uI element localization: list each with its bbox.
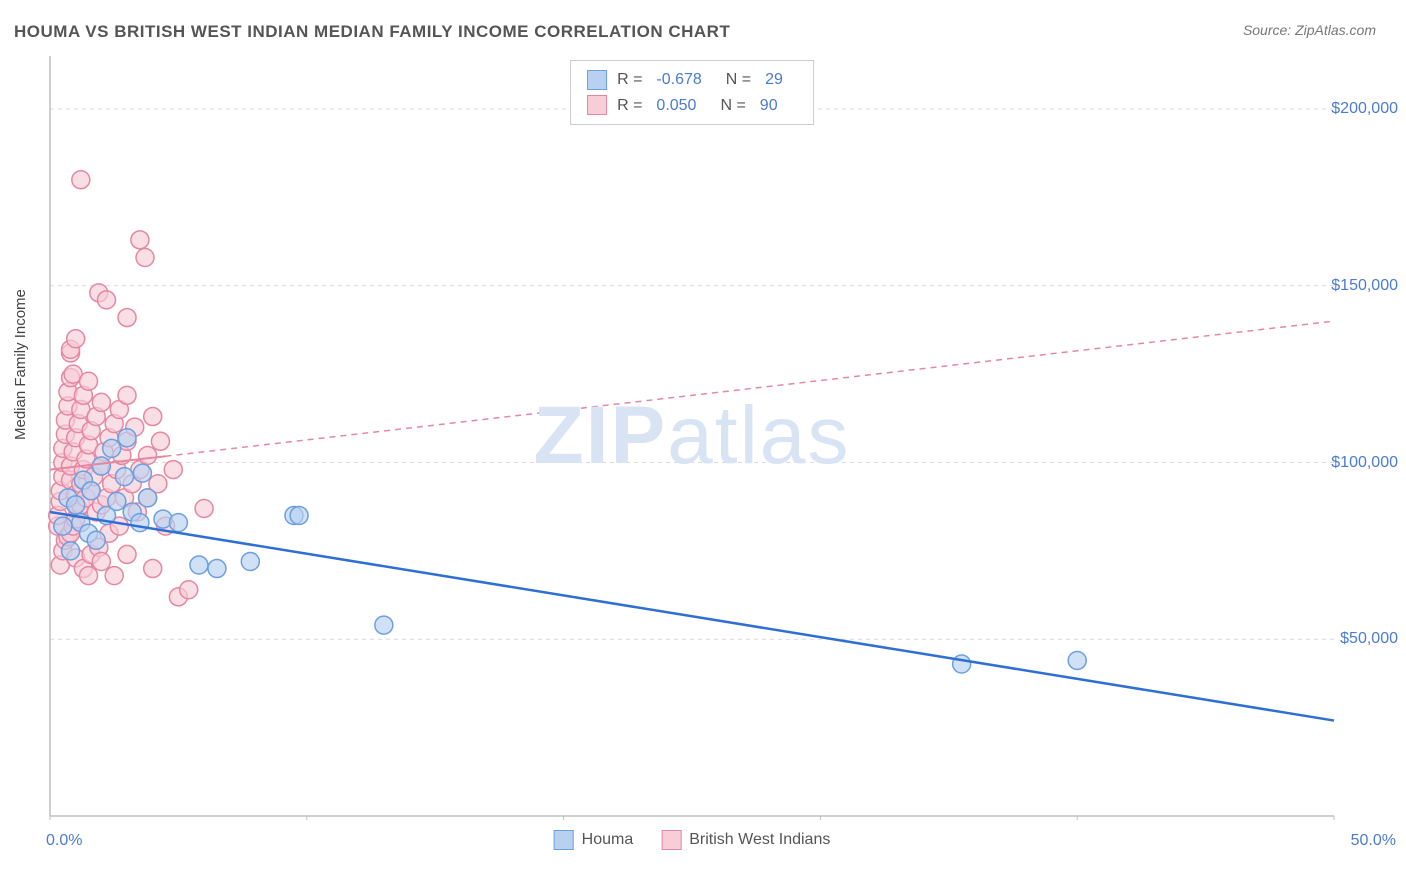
data-point (118, 386, 136, 404)
legend-swatch (554, 830, 574, 850)
trendline-solid (50, 512, 1334, 721)
data-point (92, 457, 110, 475)
chart-area: ZIPatlas R =-0.678N =29R =0.050N =90 $50… (46, 52, 1338, 820)
data-point (82, 482, 100, 500)
n-label: N = (720, 93, 745, 119)
r-value: -0.678 (656, 67, 701, 93)
source-label: Source: ZipAtlas.com (1243, 22, 1376, 38)
stat-row: R = -0.678 N = 29 (587, 67, 797, 93)
data-point (80, 567, 98, 585)
data-point (164, 461, 182, 479)
data-point (133, 464, 151, 482)
stat-swatch (587, 95, 607, 115)
r-label: R = (617, 93, 642, 119)
data-point (87, 531, 105, 549)
data-point (80, 372, 98, 390)
data-point (67, 496, 85, 514)
data-point (195, 499, 213, 517)
stat-row: R = 0.050 N = 90 (587, 93, 797, 119)
data-point (118, 429, 136, 447)
legend-label: British West Indians (689, 831, 830, 849)
data-point (131, 231, 149, 249)
data-point (115, 468, 133, 486)
data-point (208, 560, 226, 578)
data-point (290, 507, 308, 525)
legend-label: Houma (582, 831, 634, 849)
data-point (169, 514, 187, 532)
data-point (953, 655, 971, 673)
data-point (180, 581, 198, 599)
data-point (144, 408, 162, 426)
ytick-label: $150,000 (1331, 277, 1398, 295)
r-label: R = (617, 67, 642, 93)
data-point (131, 514, 149, 532)
data-point (67, 330, 85, 348)
data-point (144, 560, 162, 578)
data-point (118, 545, 136, 563)
bottom-legend: Houma British West Indians (554, 830, 831, 850)
xtick-min: 0.0% (46, 832, 82, 850)
data-point (108, 492, 126, 510)
data-point (139, 446, 157, 464)
stat-swatch (587, 70, 607, 90)
data-point (54, 517, 72, 535)
data-point (103, 439, 121, 457)
data-point (1068, 651, 1086, 669)
legend-item: British West Indians (661, 830, 830, 850)
xtick-max: 50.0% (1351, 832, 1396, 850)
y-axis-label: Median Family Income (12, 289, 29, 440)
data-point (151, 432, 169, 450)
data-point (241, 552, 259, 570)
legend-item: Houma (554, 830, 634, 850)
data-point (118, 309, 136, 327)
n-label: N = (726, 67, 751, 93)
chart-title: HOUMA VS BRITISH WEST INDIAN MEDIAN FAMI… (14, 22, 730, 42)
n-value: 29 (765, 67, 783, 93)
n-value: 90 (760, 93, 778, 119)
data-point (92, 552, 110, 570)
r-value: 0.050 (656, 93, 696, 119)
ytick-label: $50,000 (1340, 630, 1398, 648)
data-point (190, 556, 208, 574)
data-point (92, 393, 110, 411)
data-point (62, 542, 80, 560)
data-point (375, 616, 393, 634)
data-point (136, 248, 154, 266)
scatter-chart-svg (46, 52, 1338, 820)
ytick-label: $100,000 (1331, 454, 1398, 472)
trendline-dashed (166, 321, 1334, 456)
data-point (72, 171, 90, 189)
data-point (105, 567, 123, 585)
data-point (97, 291, 115, 309)
legend-swatch (661, 830, 681, 850)
ytick-label: $200,000 (1331, 100, 1398, 118)
data-point (139, 489, 157, 507)
stat-box: R = -0.678 N = 29 R = 0.050 N = 90 (570, 60, 814, 125)
